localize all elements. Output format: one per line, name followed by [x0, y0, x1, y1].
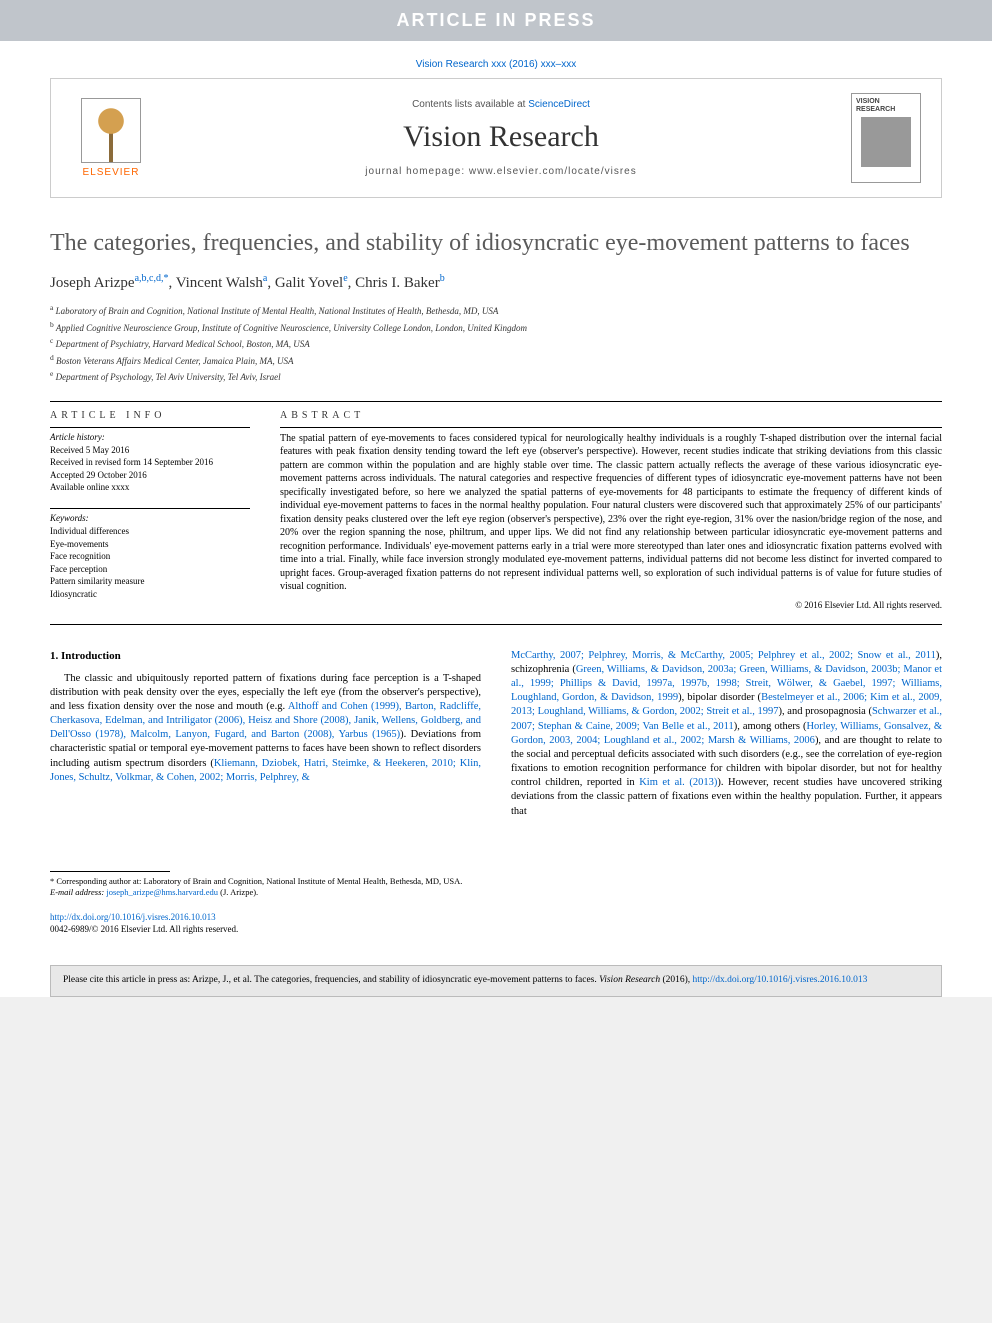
affiliation: d Boston Veterans Affairs Medical Center…	[50, 352, 942, 369]
keyword: Idiosyncratic	[50, 588, 250, 601]
doi-block: http://dx.doi.org/10.1016/j.visres.2016.…	[50, 912, 481, 935]
email-footnote: E-mail address: joseph_arizpe@hms.harvar…	[50, 887, 481, 898]
authors-line: Joseph Arizpea,b,c,d,*, Vincent Walsha, …	[50, 273, 942, 292]
article-body: The categories, frequencies, and stabili…	[0, 198, 992, 955]
rule	[50, 401, 942, 402]
corresponding-author-footnote: * Corresponding author at: Laboratory of…	[50, 876, 481, 887]
author: Galit Yovele	[275, 275, 348, 291]
cover-image-icon	[861, 117, 911, 167]
keyword: Eye-movements	[50, 538, 250, 551]
journal-cover-thumbnail[interactable]: VISION RESEARCH	[851, 93, 921, 183]
affiliation: e Department of Psychology, Tel Aviv Uni…	[50, 368, 942, 385]
author: Chris I. Bakerb	[355, 275, 445, 291]
rule	[50, 427, 250, 428]
cover-title: VISION RESEARCH	[856, 98, 916, 113]
main-text-columns: 1. Introduction The classic and ubiquito…	[50, 649, 942, 936]
citation-link[interactable]: Kim et al. (2013)	[639, 777, 717, 788]
contents-line: Contents lists available at ScienceDirec…	[151, 99, 851, 110]
abstract-text: The spatial pattern of eye-movements to …	[280, 432, 942, 594]
keyword: Pattern similarity measure	[50, 575, 250, 588]
journal-reference: Vision Research xxx (2016) xxx–xxx	[0, 41, 992, 78]
intro-paragraph: The classic and ubiquitously reported pa…	[50, 672, 481, 785]
affiliations: a Laboratory of Brain and Cognition, Nat…	[50, 302, 942, 385]
doi-link[interactable]: http://dx.doi.org/10.1016/j.visres.2016.…	[50, 912, 481, 924]
right-column: McCarthy, 2007; Pelphrey, Morris, & McCa…	[511, 649, 942, 936]
email-link[interactable]: joseph_arizpe@hms.harvard.edu	[106, 887, 218, 897]
history-item: Accepted 29 October 2016	[50, 469, 250, 482]
citation-link[interactable]: McCarthy, 2007; Pelphrey, Morris, & McCa…	[511, 650, 936, 661]
journal-header-box: ELSEVIER Contents lists available at Sci…	[50, 78, 942, 198]
abstract-column: ABSTRACT The spatial pattern of eye-move…	[280, 410, 942, 610]
issn-copyright: 0042-6989/© 2016 Elsevier Ltd. All right…	[50, 924, 481, 936]
keywords-label: Keywords:	[50, 513, 250, 523]
page: ARTICLE IN PRESS Vision Research xxx (20…	[0, 0, 992, 997]
journal-homepage[interactable]: journal homepage: www.elsevier.com/locat…	[151, 166, 851, 177]
history-item: Available online xxxx	[50, 481, 250, 494]
footnote-rule	[50, 871, 170, 872]
info-abstract-row: ARTICLE INFO Article history: Received 5…	[50, 410, 942, 610]
author: Joseph Arizpea,b,c,d,*	[50, 275, 168, 291]
abstract-heading: ABSTRACT	[280, 410, 942, 421]
keyword: Individual differences	[50, 525, 250, 538]
article-in-press-banner: ARTICLE IN PRESS	[0, 0, 992, 41]
affiliation: c Department of Psychiatry, Harvard Medi…	[50, 335, 942, 352]
intro-paragraph-cont: McCarthy, 2007; Pelphrey, Morris, & McCa…	[511, 649, 942, 819]
banner-text: ARTICLE IN PRESS	[396, 10, 595, 30]
affiliation: a Laboratory of Brain and Cognition, Nat…	[50, 302, 942, 319]
citation-box: Please cite this article in press as: Ar…	[50, 965, 942, 996]
history-item: Received 5 May 2016	[50, 444, 250, 457]
cite-doi-link[interactable]: http://dx.doi.org/10.1016/j.visres.2016.…	[693, 975, 868, 985]
header-center: Contents lists available at ScienceDirec…	[151, 99, 851, 177]
left-column: 1. Introduction The classic and ubiquito…	[50, 649, 481, 936]
article-title: The categories, frequencies, and stabili…	[50, 228, 942, 259]
history-label: Article history:	[50, 432, 250, 442]
keyword: Face perception	[50, 563, 250, 576]
rule	[50, 624, 942, 625]
journal-title: Vision Research	[151, 120, 851, 154]
sciencedirect-link[interactable]: ScienceDirect	[528, 99, 590, 110]
keyword: Face recognition	[50, 550, 250, 563]
rule	[280, 427, 942, 428]
section-heading: 1. Introduction	[50, 649, 481, 664]
elsevier-label: ELSEVIER	[83, 167, 140, 178]
elsevier-logo[interactable]: ELSEVIER	[71, 93, 151, 183]
article-info-heading: ARTICLE INFO	[50, 410, 250, 421]
elsevier-tree-icon	[81, 98, 141, 163]
author: Vincent Walsha	[176, 275, 268, 291]
affiliation: b Applied Cognitive Neuroscience Group, …	[50, 319, 942, 336]
copyright: © 2016 Elsevier Ltd. All rights reserved…	[280, 600, 942, 610]
history-item: Received in revised form 14 September 20…	[50, 456, 250, 469]
rule	[50, 508, 250, 509]
article-info: ARTICLE INFO Article history: Received 5…	[50, 410, 250, 610]
